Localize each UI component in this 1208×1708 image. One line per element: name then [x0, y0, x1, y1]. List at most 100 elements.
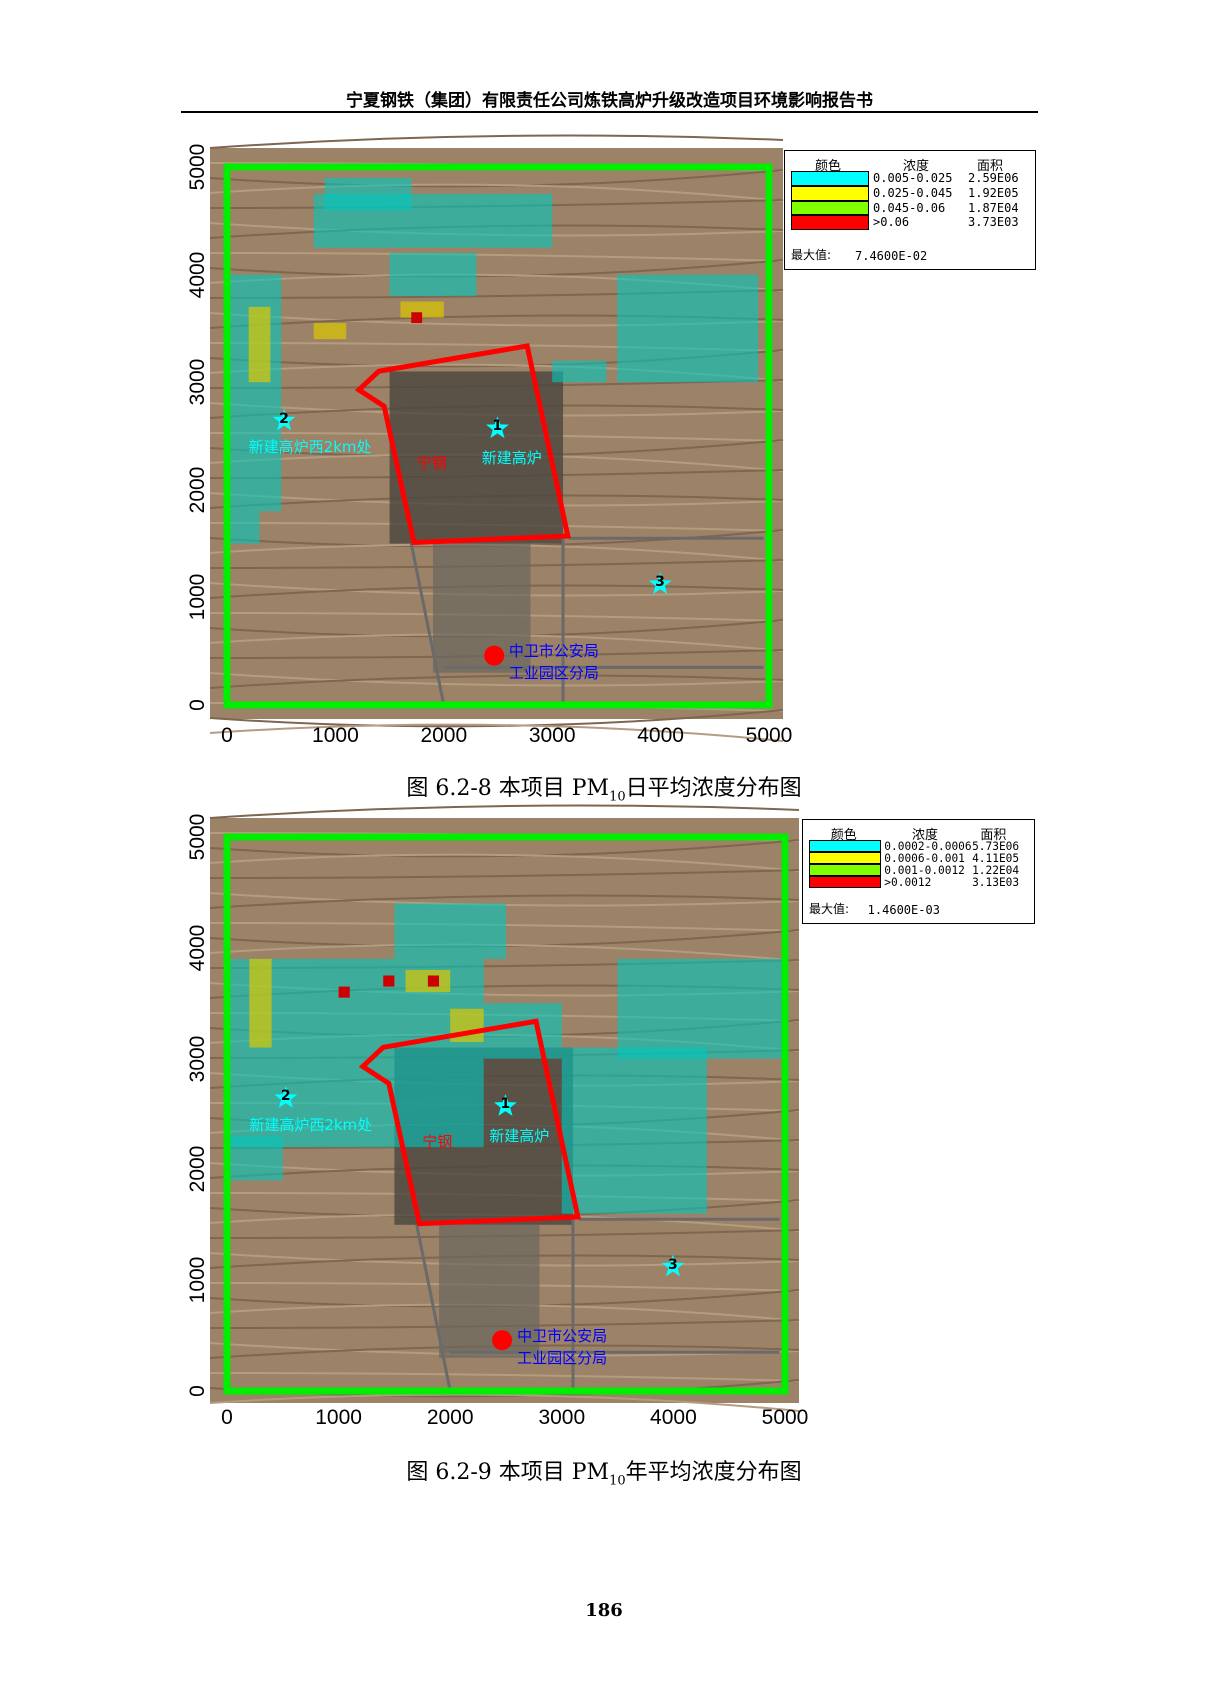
- label-plant: 宁钢: [422, 1132, 453, 1151]
- concentration-cell-cyan: [389, 253, 477, 297]
- plant-boundary: [354, 343, 571, 546]
- receptor-star-icon: [272, 408, 296, 431]
- x-tick-label: 2000: [426, 1406, 474, 1429]
- receptor-star-icon: [486, 416, 509, 439]
- modeling-domain-boundary: [223, 833, 789, 1395]
- legend-swatch: [809, 840, 882, 853]
- concentration-cell-cyan: [617, 274, 759, 350]
- legend-conc: 0.045-0.06: [873, 200, 946, 215]
- terrain-ridge: [209, 869, 800, 879]
- legend-area: 3.13E03: [972, 876, 1020, 890]
- concentration-cell-red: [427, 975, 440, 987]
- y-tick-label: 1000: [186, 1256, 209, 1304]
- label-plant: 宁钢: [416, 454, 447, 473]
- caption-subscript: 10: [609, 1473, 626, 1489]
- y-tick-label: 3000: [186, 1035, 209, 1082]
- concentration-cell-yellow: [313, 323, 347, 340]
- legend-area: 1.87E04: [968, 200, 1019, 215]
- caption-text: 图 6.2-9 本项目 PM: [406, 1460, 610, 1485]
- label-police-2: 工业园区分局: [508, 663, 599, 682]
- x-tick-label: 1000: [312, 724, 359, 747]
- figure-caption: 图 6.2-8 本项目 PM10日平均浓度分布图: [0, 770, 1208, 804]
- legend-conc: >0.06: [873, 215, 910, 230]
- legend-header-color: 颜色: [815, 159, 842, 174]
- receptor-star-icon: [274, 1086, 298, 1108]
- y-tick-label: 5000: [186, 813, 209, 861]
- caption-text: 图 6.2-8 本项目 PM: [406, 776, 610, 801]
- legend-conc: 0.005-0.025: [873, 171, 953, 185]
- plant-south-area: [439, 1224, 540, 1358]
- label-site2: 新建高炉西2km处: [248, 438, 372, 456]
- concentration-cell-cyan: [561, 1047, 707, 1214]
- receptor-number: 3: [667, 1256, 678, 1273]
- legend-swatch: [791, 200, 869, 216]
- page-number: 186: [585, 1600, 623, 1621]
- terrain-ridge: [209, 894, 800, 909]
- label-site2: 新建高炉西2km处: [249, 1116, 373, 1134]
- x-tick-label: 0: [221, 1406, 233, 1429]
- y-tick-label: 4000: [186, 924, 209, 972]
- legend-header-area: 面积: [980, 828, 1007, 843]
- terrain-ridge: [209, 853, 800, 872]
- receptor-number: 2: [280, 1088, 291, 1105]
- receptor-number: 1: [492, 418, 503, 435]
- x-tick-label: 5000: [761, 1406, 809, 1429]
- plant-south-area: [432, 543, 531, 673]
- legend-max-value: 7.4600E-02: [855, 249, 928, 263]
- terrain-ridge: [209, 1393, 800, 1412]
- receptor-star-icon: [494, 1094, 517, 1116]
- legend-swatch: [809, 864, 882, 877]
- concentration-cell-cyan: [227, 511, 260, 544]
- concentration-cell-red: [411, 312, 423, 324]
- terrain-ridge: [209, 252, 784, 262]
- legend-area: 2.59E06: [968, 171, 1019, 185]
- plant-area: [389, 371, 564, 544]
- caption-text: 日平均浓度分布图: [625, 776, 802, 801]
- caption-subscript: 10: [609, 789, 626, 805]
- receptor-number: 3: [655, 574, 665, 591]
- legend-area: 3.73E03: [968, 215, 1019, 230]
- legend-header-area: 面积: [977, 159, 1004, 174]
- concentration-cell-cyan: [617, 349, 759, 383]
- legend-conc: 0.0002-0.0006: [884, 840, 972, 853]
- terrain-ridge: [209, 723, 784, 742]
- receptor-number: 2: [279, 410, 289, 427]
- legend-max-value: 1.4600E-03: [867, 903, 940, 917]
- terrain-ridge: [209, 183, 784, 202]
- police-station-marker: [484, 645, 505, 666]
- legend-swatch: [791, 215, 869, 231]
- concentration-cell-cyan: [483, 1003, 562, 1059]
- legend-swatch: [809, 852, 882, 865]
- caption-text: 年平均浓度分布图: [625, 1460, 802, 1485]
- document-header: 宁夏钢铁（集团）有限责任公司炼铁高炉升级改造项目环境影响报告书: [346, 91, 873, 111]
- concentration-cell-cyan: [324, 177, 412, 211]
- header-rule: [181, 111, 1038, 113]
- concentration-cell-red: [338, 986, 350, 998]
- plant-boundary: [358, 1018, 581, 1227]
- concentration-cell-yellow: [249, 958, 272, 1048]
- x-tick-label: 1000: [315, 1406, 362, 1429]
- y-tick-label: 2000: [186, 1146, 209, 1193]
- legend-swatch: [791, 171, 869, 186]
- x-tick-label: 2000: [420, 724, 468, 747]
- label-police-1: 中卫市公安局: [508, 642, 599, 661]
- legend-box: 颜色 浓度 面积 0.005-0.025 2.59E06 0.025-0.045 1.92E…: [784, 150, 1036, 270]
- x-tick-label: 4000: [637, 724, 684, 747]
- legend-conc: 0.0006-0.001: [884, 852, 965, 866]
- terrain-ridge: [209, 134, 784, 149]
- legend-swatch: [791, 185, 869, 201]
- concentration-cell-yellow: [248, 306, 271, 383]
- legend-header-conc: 浓度: [912, 828, 939, 843]
- legend-max-label: 最大值:: [791, 248, 832, 262]
- y-tick-label: 0: [186, 1385, 209, 1397]
- label-site1: 新建高炉: [481, 448, 542, 467]
- terrain-ridge: [209, 672, 784, 687]
- road: [409, 543, 446, 706]
- x-tick-label: 4000: [650, 1406, 697, 1429]
- figure-caption: 图 6.2-9 本项目 PM10年平均浓度分布图: [0, 1454, 1208, 1488]
- receptor-star-icon: [648, 572, 672, 594]
- legend-conc: 0.025-0.045: [873, 185, 953, 200]
